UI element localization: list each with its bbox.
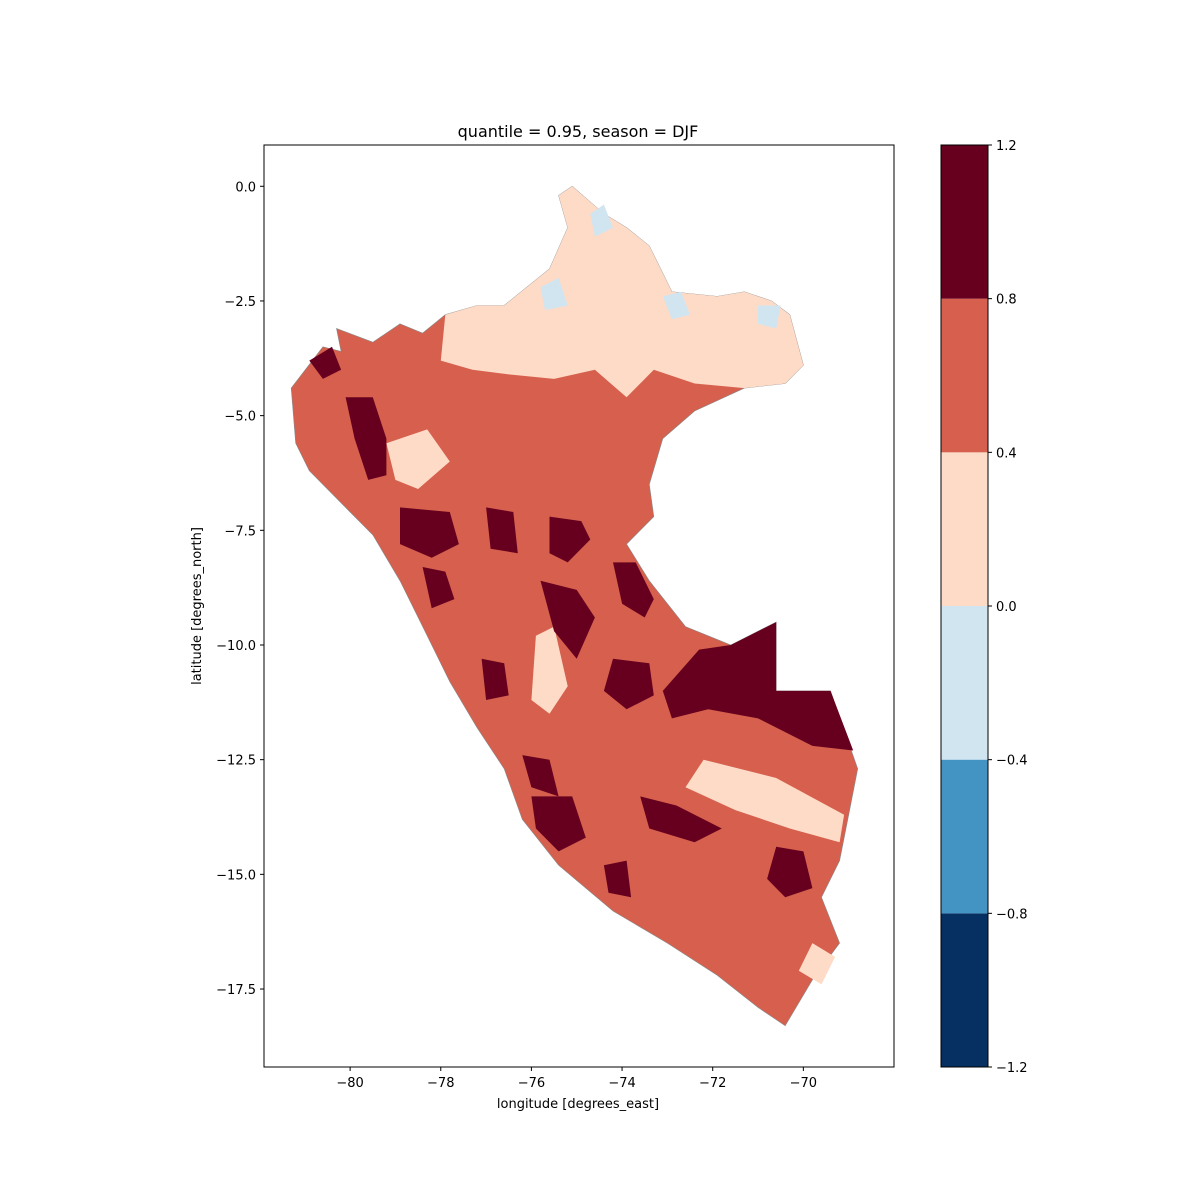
region-apurimac-patch — [603, 860, 632, 898]
map-area — [290, 185, 859, 1027]
region-amazon-blue-1 — [540, 278, 568, 311]
y-tick-label: −5.0 — [224, 410, 256, 425]
colorbar-tick-label: 1.2 — [996, 139, 1017, 154]
region-ucayali-east-patch — [613, 562, 654, 618]
region-south-pale-band — [685, 759, 845, 843]
region-huanuco-patch — [540, 580, 595, 659]
y-axis-label: latitude [degrees_north] — [190, 527, 205, 685]
region-northern-amazon — [440, 186, 804, 398]
colorbar-segment — [941, 913, 988, 1067]
region-ica-patch — [522, 755, 559, 797]
colorbar-segment — [941, 606, 988, 760]
region-ancash-patch — [422, 567, 455, 609]
x-axis-label: longitude [degrees_east] — [497, 1097, 659, 1112]
x-tick-label: −74 — [608, 1076, 635, 1091]
plot-title: quantile = 0.95, season = DJF — [458, 122, 699, 141]
y-axis: 0.0 −2.5 −5.0 −7.5 −10.0 −12.5 −15.0 −17.5 — [216, 180, 264, 998]
x-axis: −80 −78 −76 −74 −72 −70 — [336, 1067, 817, 1091]
y-tick-label: −2.5 — [224, 295, 256, 310]
region-cajamarca-patch — [400, 507, 459, 558]
x-tick-label: −76 — [518, 1076, 545, 1091]
region-junin-patch — [603, 658, 654, 710]
y-tick-label: −12.5 — [216, 754, 256, 769]
region-north-tip-patch — [309, 346, 342, 379]
colorbar-tick-label: 0.0 — [996, 600, 1017, 615]
x-tick-label: −78 — [427, 1076, 454, 1091]
y-tick-label: −7.5 — [224, 524, 256, 539]
colorbar-tick-label: 0.8 — [996, 293, 1017, 308]
region-cusco-patch — [640, 796, 722, 843]
colorbar-segment — [941, 759, 988, 914]
region-amazon-blue-3 — [662, 291, 690, 320]
region-central-pale — [531, 626, 568, 714]
y-tick-label: −15.0 — [216, 868, 256, 883]
colorbar-segment — [941, 145, 988, 299]
region-lima-patch — [481, 658, 509, 700]
colorbar-tick-label: −0.4 — [996, 754, 1028, 769]
colorbar: −1.2 −0.8 −0.4 0.0 0.4 0.8 1.2 — [940, 139, 1028, 1076]
x-tick-label: −70 — [790, 1076, 817, 1091]
map-regions — [290, 185, 859, 1027]
x-tick-label: −72 — [699, 1076, 726, 1091]
region-coastal-strip-north — [345, 397, 387, 480]
colorbar-tick-label: 0.4 — [996, 446, 1017, 461]
region-amazonas-patch — [486, 507, 518, 554]
region-puno-patch — [767, 846, 813, 898]
region-amazon-blue-4 — [758, 305, 781, 329]
region-northwest-pale — [386, 429, 450, 489]
y-tick-label: −10.0 — [216, 639, 256, 654]
x-tick-label: −80 — [336, 1076, 363, 1091]
region-amazon-blue-2 — [590, 204, 613, 237]
colorbar-segment — [941, 298, 988, 453]
colorbar-tick-label: −0.8 — [996, 907, 1028, 922]
colorbar-segment — [941, 452, 988, 606]
region-southeast-pale — [798, 943, 836, 985]
region-madre-de-dios-large — [662, 622, 854, 751]
plot-frame — [263, 144, 895, 1068]
colorbar-tick-label: −1.2 — [996, 1061, 1028, 1076]
y-tick-label: 0.0 — [235, 180, 256, 195]
region-san-martin-patch — [549, 516, 591, 563]
y-tick-label: −17.5 — [216, 983, 256, 998]
region-ayacucho-patch — [531, 796, 586, 852]
